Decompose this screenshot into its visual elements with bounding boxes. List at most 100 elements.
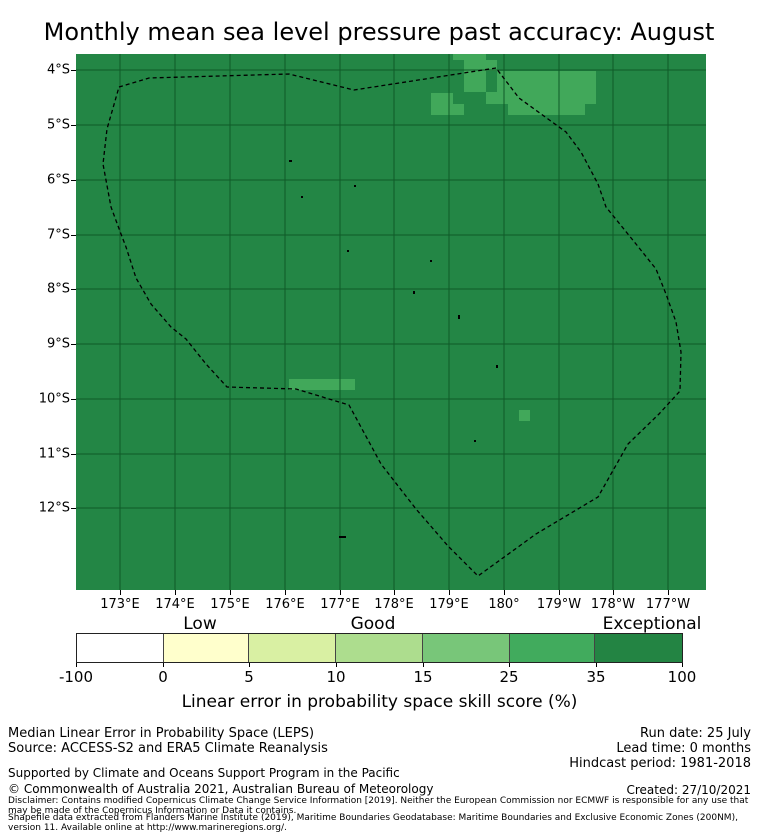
- colorbar-segment: [163, 634, 250, 662]
- category-label-low: Low: [183, 614, 217, 634]
- colorbar-segment: [595, 634, 683, 662]
- lat-label: 11°S: [38, 446, 70, 462]
- lon-tick: [340, 590, 341, 595]
- colorbar-tick: [423, 663, 424, 667]
- lon-tick: [668, 590, 669, 595]
- island: [354, 185, 356, 187]
- lon-label: 173°E: [100, 597, 140, 612]
- disclaimer: Disclaimer: Contains modified Copernicus…: [8, 796, 749, 816]
- lon-tick: [230, 590, 231, 595]
- colorbar-tick: [76, 663, 77, 667]
- colorbar-tick: [596, 663, 597, 667]
- footer-source: Source: ACCESS-S2 and ERA5 Climate Reana…: [8, 741, 328, 756]
- colorbar-segment: [336, 634, 423, 662]
- hindcast-period: Hindcast period: 1981-2018: [569, 756, 751, 771]
- colorbar-tick-label: 0: [158, 668, 168, 686]
- lat-tick: [71, 235, 76, 236]
- island: [347, 250, 349, 252]
- lat-tick: [71, 454, 76, 455]
- run-date: Run date: 25 July: [640, 726, 751, 741]
- colorbar-tick-label: 10: [326, 668, 346, 686]
- lon-tick: [504, 590, 505, 595]
- colorbar-tick: [336, 663, 337, 667]
- lat-label: 7°S: [46, 227, 70, 243]
- island: [289, 160, 292, 162]
- lat-label: 12°S: [38, 500, 70, 516]
- footer-supported: Supported by Climate and Oceans Support …: [8, 766, 400, 780]
- colorbar-segment: [509, 634, 596, 662]
- map-background: [76, 54, 706, 590]
- footer-method: Median Linear Error in Probability Space…: [8, 726, 315, 741]
- lon-label: 178°W: [590, 597, 636, 612]
- lon-label: 177°W: [645, 597, 691, 612]
- lat-tick: [71, 70, 76, 71]
- patch: [508, 104, 585, 115]
- lat-label: 9°S: [46, 336, 70, 352]
- patch: [464, 60, 497, 71]
- colorbar-tick-label: 35: [586, 668, 606, 686]
- island: [496, 365, 498, 368]
- island: [301, 196, 303, 198]
- lat-tick: [71, 344, 76, 345]
- map-svg: [76, 54, 706, 590]
- lon-tick: [613, 590, 614, 595]
- lat-tick: [71, 125, 76, 126]
- patch: [431, 93, 453, 115]
- colorbar-tick-label: -100: [58, 668, 94, 686]
- colorbar-segment: [77, 634, 164, 662]
- lat-tick: [71, 180, 76, 181]
- lon-label: 179°E: [429, 597, 469, 612]
- lat-tick: [71, 399, 76, 400]
- lon-tick: [394, 590, 395, 595]
- patch: [497, 71, 596, 104]
- lat-label: 10°S: [38, 391, 70, 407]
- category-label-good: Good: [350, 614, 396, 634]
- lon-tick: [285, 590, 286, 595]
- lat-label: 4°S: [46, 62, 70, 78]
- lon-label: 180°: [488, 597, 520, 612]
- patch: [289, 379, 355, 390]
- colorbar-tick-label: 15: [413, 668, 433, 686]
- colorbar-tick-label: 100: [667, 668, 697, 686]
- colorbar-segment: [249, 634, 337, 662]
- patch: [486, 92, 497, 104]
- lat-label: 8°S: [46, 281, 70, 297]
- lon-label: 176°E: [265, 597, 305, 612]
- patch: [464, 71, 486, 92]
- graticule: [76, 54, 706, 590]
- colorbar-segment: [422, 634, 510, 662]
- lat-tick: [71, 289, 76, 290]
- patch: [453, 54, 486, 60]
- lon-label: 178°E: [374, 597, 414, 612]
- lon-tick: [449, 590, 450, 595]
- island: [339, 536, 346, 538]
- lon-label: 174°E: [155, 597, 195, 612]
- islands: [289, 160, 498, 538]
- page-title: Monthly mean sea level pressure past acc…: [43, 18, 715, 46]
- colorbar-tick: [682, 663, 683, 667]
- island: [474, 440, 476, 442]
- lon-tick: [120, 590, 121, 595]
- colorbar-tick: [509, 663, 510, 667]
- shapefile-credit: Shapefile data extracted from Flanders M…: [8, 813, 738, 833]
- colorbar: [76, 633, 683, 663]
- lon-label: 175°E: [210, 597, 250, 612]
- colorbar-tick: [163, 663, 164, 667]
- skill-patches: [289, 54, 596, 421]
- patch: [453, 104, 464, 115]
- colorbar-tick-label: 5: [244, 668, 254, 686]
- lat-label: 5°S: [46, 117, 70, 133]
- patch: [519, 410, 530, 421]
- created-date: Created: 27/10/2021: [626, 783, 751, 797]
- lat-tick: [71, 508, 76, 509]
- colorbar-title: Linear error in probability space skill …: [181, 692, 578, 712]
- eez-boundary: [102, 67, 682, 577]
- lon-label: 179°W: [536, 597, 582, 612]
- category-label-exceptional: Exceptional: [602, 614, 702, 634]
- island: [430, 260, 432, 262]
- lon-tick: [175, 590, 176, 595]
- lon-tick: [559, 590, 560, 595]
- colorbar-tick-label: 25: [499, 668, 519, 686]
- lat-label: 6°S: [46, 172, 70, 188]
- colorbar-tick: [249, 663, 250, 667]
